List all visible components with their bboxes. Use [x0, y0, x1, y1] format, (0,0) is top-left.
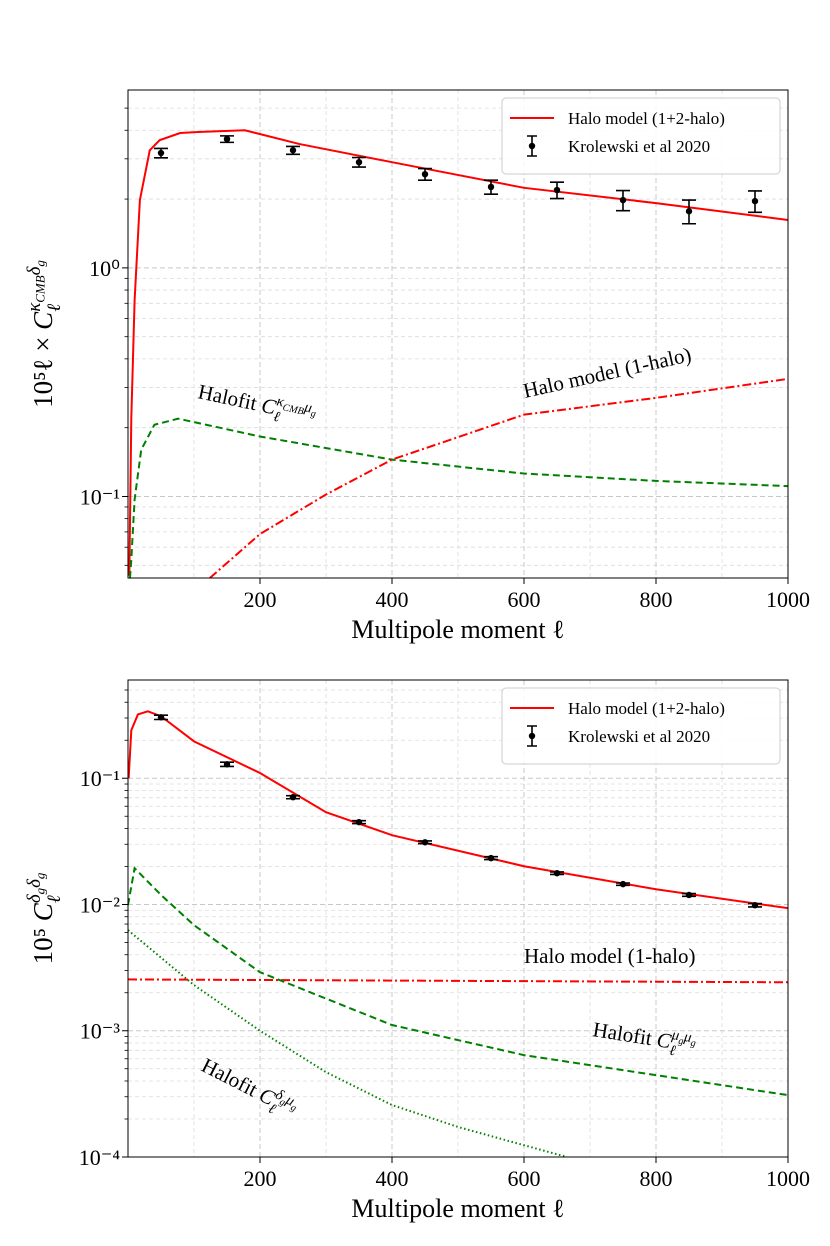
y-tick-label: 10⁻³: [80, 1019, 121, 1044]
label-sup-sub: g: [278, 1096, 287, 1108]
label-sub: ℓ: [272, 409, 281, 426]
label-sup: δ: [24, 893, 45, 903]
x-tick-label: 1000: [766, 1166, 810, 1191]
x-tick-label: 400: [376, 587, 409, 612]
data-point: [487, 854, 495, 862]
label-sup: κ: [24, 302, 45, 312]
x-tick-label: 600: [508, 587, 541, 612]
x-tick-label: 200: [244, 587, 277, 612]
data-point: [421, 170, 429, 178]
legend-marker: [528, 732, 536, 740]
axes-frame: [127, 89, 789, 579]
x-axis-label: Multipole moment ℓ: [351, 615, 564, 644]
label-sup-sub: g: [690, 1038, 697, 1050]
legend-box: [501, 97, 781, 175]
label-symbol: C: [655, 1027, 674, 1053]
data-point: [487, 183, 495, 191]
x-tick-label: 1000: [766, 587, 810, 612]
legend-label: Halo model (1+2-halo): [568, 109, 725, 128]
x-tick-label: 200: [244, 1166, 277, 1191]
label-sub: ℓ: [44, 895, 65, 903]
label-symbol: C: [28, 902, 58, 921]
label-sub: ℓ: [668, 1043, 677, 1060]
y-tick-label: 10⁻¹: [80, 484, 120, 509]
y-axis-label: 10⁵Cℓδgδg: [24, 872, 65, 964]
label-sup-sub: g: [32, 872, 47, 879]
label-sup-sub: g: [32, 887, 47, 894]
line-series: [128, 417, 788, 578]
data-point: [553, 186, 561, 194]
x-tick-label: 600: [508, 1166, 541, 1191]
data-point: [157, 714, 165, 721]
data-point: [685, 891, 693, 899]
x-tick-label: 800: [640, 587, 673, 612]
x-tick-label: 800: [640, 1166, 673, 1191]
line-series: [128, 129, 788, 576]
axes-frame: [127, 679, 789, 1158]
x-tick-label: 400: [376, 1166, 409, 1191]
label-sup-sub: CMB: [32, 275, 47, 302]
data-point: [289, 147, 297, 154]
label-sup: κ: [275, 393, 286, 410]
data-point: [289, 793, 297, 801]
plot-area: [128, 710, 788, 1157]
y-tick-label: 10⁻²: [80, 892, 121, 917]
y-tick-label: 10⁰: [89, 256, 120, 281]
data-point: [751, 902, 759, 909]
annotation: Halo model (1-halo): [524, 944, 695, 968]
data-point: [751, 197, 759, 205]
legend-label: Halo model (1+2-halo): [568, 699, 725, 718]
line-series: [128, 929, 568, 1157]
data-point: [619, 880, 627, 888]
label-sup: μ: [302, 399, 314, 416]
y-tick-label: 10⁻¹: [80, 766, 120, 791]
label-sup-sub: g: [678, 1036, 685, 1048]
y-axis-label: 10⁵ℓ × CℓκCMBδg: [24, 260, 65, 408]
line-series: [128, 866, 788, 1097]
y-tick-label: 10⁻⁴: [79, 1145, 121, 1170]
data-point: [355, 158, 363, 166]
label-sup: μ: [670, 1027, 681, 1044]
label-text: 10⁵ℓ ×: [28, 337, 58, 408]
data-point: [685, 208, 693, 215]
legend-marker: [528, 142, 536, 150]
legend-label: Krolewski et al 2020: [568, 727, 710, 746]
data-point: [223, 135, 231, 143]
line-series: [128, 978, 788, 984]
label-sup: δ: [24, 265, 45, 275]
label-sup-sub: g: [32, 260, 47, 267]
label-symbol: C: [28, 311, 58, 330]
label-sup-sub: g: [289, 1102, 298, 1114]
legend-label: Krolewski et al 2020: [568, 137, 710, 156]
data-point: [553, 869, 561, 877]
legend-box: [501, 687, 781, 765]
data-point: [355, 818, 363, 826]
data-point: [421, 839, 429, 846]
label-symbol: C: [259, 393, 279, 420]
line-series: [128, 710, 788, 910]
x-axis-label: Multipole moment ℓ: [351, 1194, 564, 1223]
data-point: [223, 761, 231, 768]
label-text: 10⁵: [28, 928, 58, 964]
label-sub: ℓ: [44, 304, 65, 312]
label-sup-sub: CMB: [282, 402, 305, 417]
label-text: Halo model (1-halo): [524, 944, 695, 968]
data-point: [619, 196, 627, 204]
label-sup: μ: [682, 1029, 693, 1046]
label-sup: δ: [24, 878, 45, 888]
label-sup-sub: g: [310, 408, 317, 420]
data-point: [157, 149, 165, 157]
plot-area: [128, 129, 788, 578]
